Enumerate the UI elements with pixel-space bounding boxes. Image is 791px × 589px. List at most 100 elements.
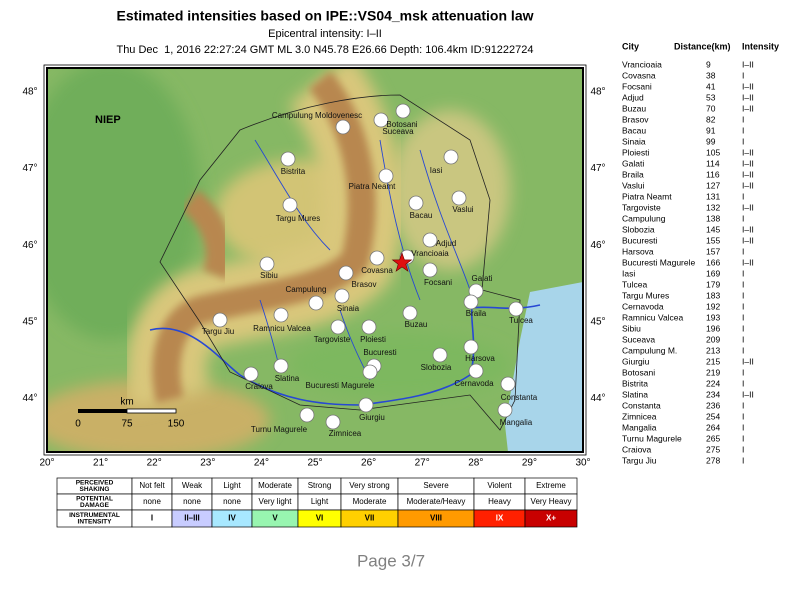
lat-tick-label: 48° xyxy=(22,87,37,98)
city-label: Piatra Neamt xyxy=(349,182,396,191)
lat-tick-label: 44° xyxy=(22,393,37,404)
legend-row-header: PERCEIVED xyxy=(76,479,114,486)
lat-tick-label: 48° xyxy=(590,87,605,98)
map-frame-outer xyxy=(43,64,587,456)
table-cell: I xyxy=(742,213,744,223)
legend-cell-text: none xyxy=(223,497,241,506)
table-cell: I–II xyxy=(742,257,754,267)
table-cell: Galati xyxy=(622,158,644,168)
legend-cell xyxy=(524,509,578,528)
city-table: City Distance(km) Intensity Vrancioaia 9 I–II… xyxy=(622,41,779,465)
table-cell: 41 xyxy=(706,81,716,91)
table-cell: Constanta xyxy=(622,400,661,410)
city-marker xyxy=(463,339,479,355)
city-marker xyxy=(369,250,385,266)
table-cell: 193 xyxy=(706,312,720,322)
city-marker xyxy=(500,376,516,392)
table-cell: Brasov xyxy=(622,114,649,124)
city-label: Suceava xyxy=(382,127,414,136)
lon-tick-label: 27° xyxy=(415,458,430,469)
table-cell: Bistrita xyxy=(622,378,648,388)
lon-tick-label: 25° xyxy=(307,458,322,469)
table-cell: 264 xyxy=(706,422,720,432)
table-cell: 9 xyxy=(706,59,711,69)
legend-cell-text: Severe xyxy=(423,481,449,490)
city-marker xyxy=(422,232,438,248)
legend-cell-text: Strong xyxy=(308,481,332,490)
table-cell: 127 xyxy=(706,180,720,190)
institute-label: NIEP xyxy=(95,114,121,126)
lon-tick-label: 28° xyxy=(468,458,483,469)
table-cell: 275 xyxy=(706,444,720,454)
legend-row-header: POTENTIAL xyxy=(76,495,113,502)
city-marker xyxy=(451,190,467,206)
table-cell: Braila xyxy=(622,169,644,179)
table-cell: 105 xyxy=(706,147,720,157)
table-cell: 166 xyxy=(706,257,720,267)
table-cell: I xyxy=(742,191,744,201)
legend-cell-text: IX xyxy=(496,514,504,523)
city-label: Botosani xyxy=(386,120,417,129)
table-cell: I xyxy=(742,433,744,443)
table-cell: 132 xyxy=(706,202,720,212)
table-cell: 236 xyxy=(706,400,720,410)
city-label: Constanta xyxy=(501,393,538,402)
city-marker xyxy=(212,312,228,328)
legend-cell-text: Very Heavy xyxy=(531,497,572,506)
table-cell: 213 xyxy=(706,345,720,355)
city-label: Craiova xyxy=(245,382,273,391)
city-marker xyxy=(463,294,479,310)
city-label: Sinaia xyxy=(337,304,360,313)
page-number: Page 3/7 xyxy=(357,551,425,570)
city-label: Campulung Moldovenesc xyxy=(272,111,362,120)
scale-bar: km 0 75 150 xyxy=(75,397,185,430)
table-cell: Bucuresti Magurele xyxy=(622,257,696,267)
table-cell: 53 xyxy=(706,92,716,102)
city-label: Giurgiu xyxy=(359,413,385,422)
table-cell: I xyxy=(742,444,744,454)
table-cell: I xyxy=(742,400,744,410)
legend-cell-text: none xyxy=(143,497,161,506)
table-cell: Turnu Magurele xyxy=(622,433,682,443)
scale-segment xyxy=(126,408,177,414)
table-cell: 265 xyxy=(706,433,720,443)
city-label: Targu Mures xyxy=(276,214,320,223)
lat-tick-label: 46° xyxy=(22,240,37,251)
table-cell: Slobozia xyxy=(622,224,655,234)
city-label: Vrancioaia xyxy=(411,249,449,258)
scale-segment xyxy=(78,409,127,413)
table-cell: I xyxy=(742,378,744,388)
city-label: Ploiesti xyxy=(360,335,386,344)
table-cell: 209 xyxy=(706,334,720,344)
table-cell: I–II xyxy=(742,147,754,157)
table-cell: Zimnicea xyxy=(622,411,657,421)
lon-tick-label: 29° xyxy=(522,458,537,469)
city-label: Adjud xyxy=(436,239,456,248)
legend-cell-text: Light xyxy=(223,481,241,490)
table-cell: Covasna xyxy=(622,70,656,80)
table-cell: I xyxy=(742,411,744,421)
city-label: Slobozia xyxy=(421,363,452,372)
legend-row-header: SHAKING xyxy=(80,486,110,493)
table-cell: I xyxy=(742,70,744,80)
table-cell: Harsova xyxy=(622,246,654,256)
table-cell: I xyxy=(742,422,744,432)
city-label: Mangalia xyxy=(500,418,533,427)
title: Estimated intensities based on IPE::VS04… xyxy=(116,8,533,24)
table-cell: Sinaia xyxy=(622,136,646,146)
lon-tick-label: 20° xyxy=(39,458,54,469)
city-marker xyxy=(330,319,346,335)
table-header: City xyxy=(622,41,639,51)
city-marker xyxy=(325,414,341,430)
table-cell: 183 xyxy=(706,290,720,300)
table-cell: I xyxy=(742,367,744,377)
lon-tick-label: 23° xyxy=(200,458,215,469)
table-cell: I–II xyxy=(742,103,754,113)
lat-tick-label: 44° xyxy=(590,393,605,404)
city-marker xyxy=(497,402,513,418)
city-marker xyxy=(408,195,424,211)
table-cell: I–II xyxy=(742,202,754,212)
table-cell: 114 xyxy=(706,158,720,168)
